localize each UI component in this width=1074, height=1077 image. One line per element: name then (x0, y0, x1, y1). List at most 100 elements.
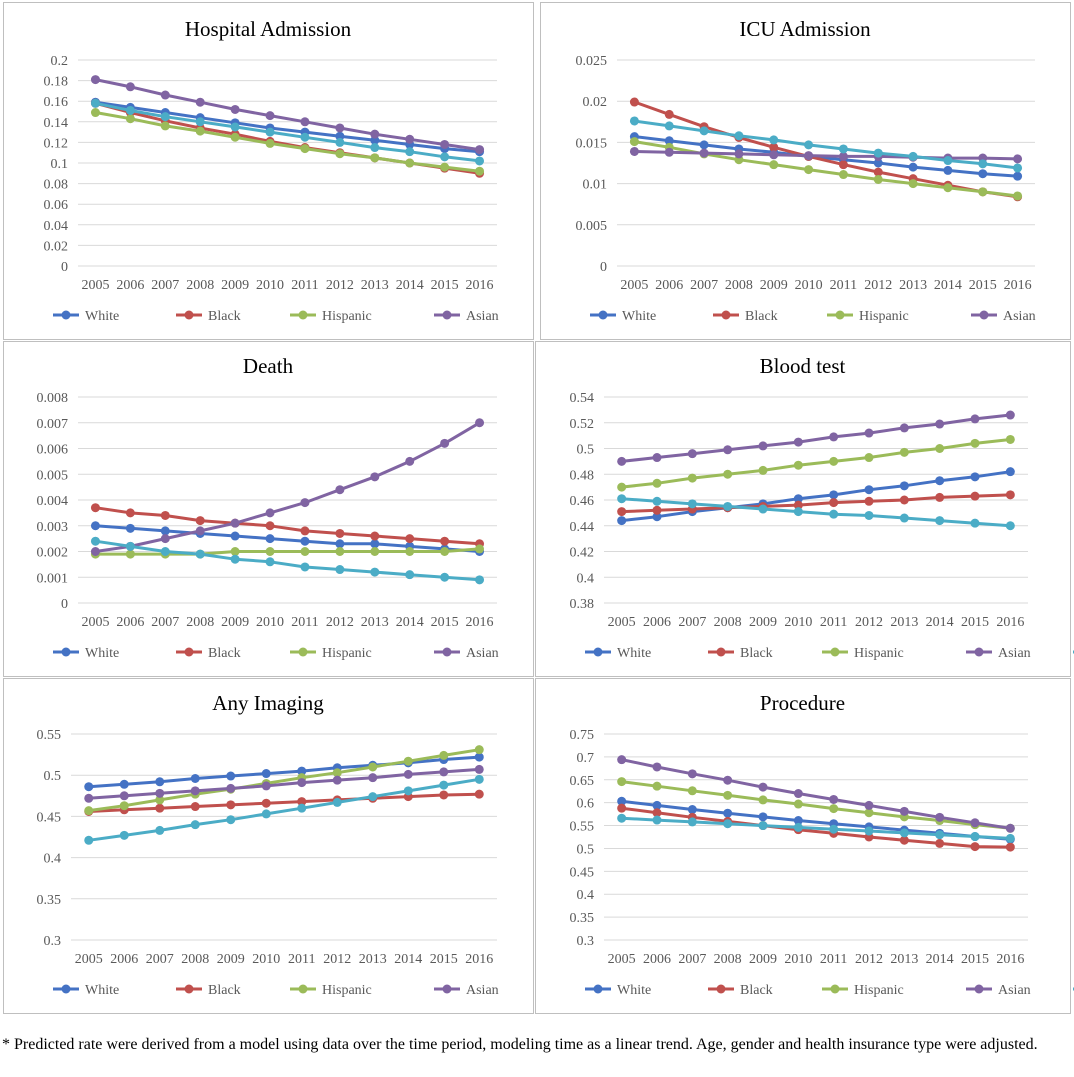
x-tick-label: 2008 (714, 615, 742, 630)
legend-label: Asian (998, 983, 1031, 998)
data-point (440, 572, 450, 582)
data-point (226, 800, 236, 810)
y-tick-label: 0.001 (37, 571, 69, 586)
legend-swatch-marker (442, 647, 452, 657)
data-point (370, 143, 380, 153)
data-point (935, 419, 945, 429)
data-point (758, 795, 768, 805)
y-tick-label: 0.008 (37, 391, 69, 406)
data-point (84, 782, 94, 792)
legend-item-asian: Asian (966, 983, 1031, 998)
data-point (652, 505, 662, 515)
data-point (1005, 823, 1015, 833)
data-point (332, 797, 342, 807)
legend-swatch-marker (830, 647, 840, 657)
data-point (370, 567, 380, 577)
series-asian (617, 410, 1015, 466)
data-point (300, 144, 310, 154)
data-point (1013, 171, 1023, 181)
data-point (226, 771, 236, 781)
legend-item-asian: Asian (434, 646, 499, 661)
data-point (230, 104, 240, 114)
data-point (439, 767, 449, 777)
data-point (793, 816, 803, 826)
data-point (793, 494, 803, 504)
x-tick-label: 2009 (760, 278, 788, 293)
series-line (621, 758, 1011, 830)
series-line (95, 524, 480, 553)
data-point (629, 116, 639, 126)
legend-swatch-marker (184, 647, 194, 657)
data-point (734, 149, 744, 159)
chart-title: Hospital Admission (185, 17, 352, 41)
y-tick-label: 0.04 (44, 219, 69, 234)
data-point (160, 121, 170, 131)
data-point (230, 122, 240, 132)
data-point (1005, 467, 1015, 477)
data-point (261, 809, 271, 819)
y-tick-label: 0.16 (44, 95, 69, 110)
x-tick-label: 2005 (81, 278, 109, 293)
data-point (125, 523, 135, 533)
data-point (475, 575, 485, 585)
chart-icu-admission: ICU Admission 0.025 0.02 0.015 0.01 0.005 0 200… (540, 2, 1071, 340)
data-point (793, 822, 803, 832)
data-point (829, 804, 839, 814)
x-tick-label: 2011 (820, 952, 847, 967)
data-point (617, 482, 627, 492)
legend-label: Black (208, 983, 241, 998)
x-tick-label: 2012 (323, 952, 351, 967)
series-line (634, 135, 1018, 178)
data-point (265, 138, 275, 148)
y-tick-label: 0.44 (570, 520, 595, 535)
data-point (403, 756, 413, 766)
data-point (370, 135, 380, 145)
series-line (621, 470, 1011, 523)
data-point (475, 156, 485, 166)
y-tick-label: 0.14 (44, 116, 69, 131)
legend-item-asian: Asian (971, 309, 1036, 324)
data-point (617, 755, 627, 765)
data-point (370, 531, 380, 541)
x-tick-label: 2007 (151, 278, 179, 293)
series-line (634, 150, 1018, 161)
x-tick-label: 2005 (75, 952, 103, 967)
y-tick-label: 0.45 (570, 865, 595, 880)
legend-label: Asian (466, 983, 499, 998)
data-point (687, 769, 697, 779)
data-point (160, 547, 170, 556)
data-point (160, 90, 170, 100)
data-point (405, 147, 415, 157)
series-line (88, 777, 480, 842)
x-tick-label: 2016 (996, 615, 1024, 630)
legend-swatch-marker (979, 310, 989, 320)
y-tick-label: 0.007 (37, 417, 69, 432)
data-point (300, 562, 310, 572)
series-asian (84, 764, 484, 803)
legend-swatch-marker (442, 310, 452, 320)
data-point (405, 158, 415, 168)
data-point (1013, 163, 1023, 173)
data-point (195, 117, 205, 127)
data-point (970, 842, 980, 852)
data-point (804, 140, 814, 150)
series-line (633, 100, 1018, 199)
data-point (335, 137, 345, 147)
legend-item-asian: Asian (434, 309, 499, 324)
y-tick-label: 0.5 (577, 443, 595, 458)
legend-label: White (85, 646, 119, 661)
legend-label: Hispanic (322, 309, 372, 324)
series-line (634, 119, 1018, 170)
x-tick-label: 2008 (714, 952, 742, 967)
data-point (335, 149, 345, 159)
y-tick-label: 0.45 (37, 810, 62, 825)
x-tick-label: 2007 (690, 278, 718, 293)
data-point (864, 826, 874, 836)
data-point (370, 472, 380, 482)
data-point (230, 132, 240, 142)
data-point (300, 547, 310, 556)
data-point (829, 824, 839, 834)
data-point (1005, 410, 1015, 420)
legend-swatch-marker (298, 984, 308, 994)
data-point (1005, 842, 1015, 852)
